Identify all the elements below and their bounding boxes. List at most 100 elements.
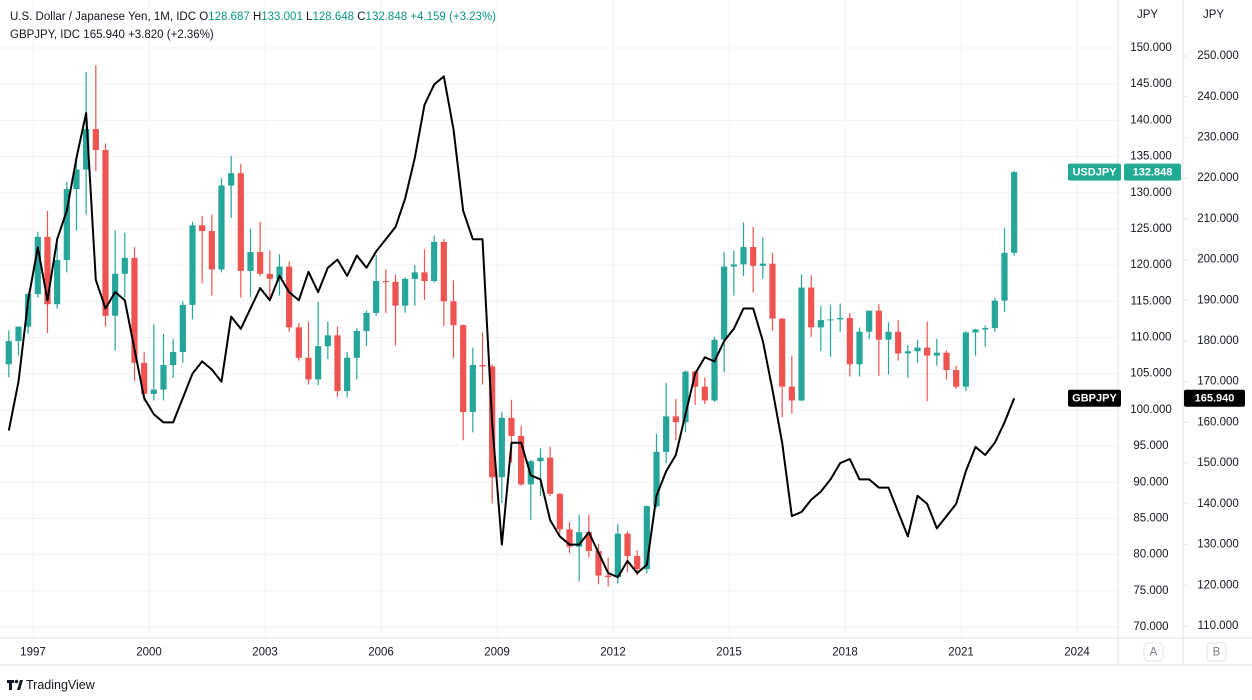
y-tick-label: 105.000 [1130,368,1172,380]
y2-tick-label: 210.000 [1197,213,1239,225]
y2-tick-label: 120.000 [1197,579,1239,591]
candle-body [5,341,12,365]
y-tick-label: 125.000 [1130,223,1172,235]
axis-button[interactable] [1143,642,1164,662]
y-axis-title: JPY [1137,9,1158,21]
candle-body [131,257,138,363]
brand-name[interactable]: TradingView [26,678,96,692]
x-tick-label: 2021 [948,647,974,659]
candle-body [431,241,438,282]
legend-value: 128.648 [312,11,354,23]
candle-body [295,327,302,358]
y-tick-label: 120.000 [1130,259,1172,271]
legend-value: 133.001 [261,11,303,23]
candle-body [469,364,476,413]
legend-value: 165.940 [83,29,125,41]
candle-body [866,310,873,332]
candle-body [63,189,70,261]
candle-body [924,347,931,356]
candle-body [721,266,728,340]
candle-body [15,326,22,342]
price-badges: USDJPY 132.848 GBPJPY 165.940 [1068,163,1245,407]
candle-body [189,225,196,305]
candle-body [779,318,786,387]
candle-body [856,331,863,365]
candle-body [508,417,515,436]
logo-shape [17,680,23,690]
x-tick-label: 2018 [832,647,858,659]
legend-name: U.S. Dollar / Japanese Yen, 1M, IDC [10,11,196,23]
legend-key: C [357,11,365,23]
candle-body [479,364,486,367]
y-tick-label: 100.000 [1130,404,1172,416]
y-tick-label: 130.000 [1130,187,1172,199]
candle-body [112,273,119,316]
y-tick-label: 80.000 [1133,549,1168,561]
y2-tick-label: 170.000 [1197,376,1239,388]
series-badge [1068,163,1121,181]
y2-axis-title: JPY [1203,9,1224,21]
brand-logo[interactable] [7,679,23,690]
y-tick-label: 95.000 [1133,440,1168,452]
price-badge-label: 132.848 [1133,167,1173,179]
candle-body [411,272,418,279]
y2-tick-label: 140.000 [1197,498,1239,510]
logo-shape [9,680,12,690]
y-tick-label: 140.000 [1130,114,1172,126]
candle-body [953,370,960,387]
candle-body [150,389,157,394]
y2-tick-label: 190.000 [1197,294,1239,306]
candle-body [808,287,815,328]
candle-body [25,294,32,327]
candle-body [237,173,244,271]
y2-tick-label: 200.000 [1197,254,1239,266]
y2-tick-label: 150.000 [1197,457,1239,469]
legend-name: GBPJPY, IDC [10,29,80,41]
y-tick-label: 115.000 [1131,295,1172,307]
y2-tick-label: 160.000 [1197,416,1239,428]
candle-body [421,272,428,282]
grid [0,0,1118,638]
candle-body [141,362,148,394]
plot-area [5,65,1018,587]
candle-body [344,357,351,392]
candle-body [334,335,341,392]
candle-body [218,185,225,270]
legend-line: GBPJPY, IDC 165.940 +3.820 (+2.36%) [10,29,214,41]
y2-tick-label: 130.000 [1197,539,1239,551]
y-tick-label: 150.000 [1130,42,1172,54]
legend: U.S. Dollar / Japanese Yen, 1M, IDC O128… [10,11,496,41]
candle-body [1001,252,1008,301]
candle-body [44,236,51,305]
candle-body [450,301,457,326]
y-tick-label: 110.000 [1131,332,1172,344]
series-badge-label: GBPJPY [1072,393,1117,405]
axis-button-label[interactable]: A [1150,647,1158,659]
candle-body [160,364,167,390]
candle-body [440,241,447,302]
candle-body [92,129,99,151]
candle-body [392,281,399,306]
candle-body [170,351,177,365]
axes: 1997 2000 2003 2006 2009 2012 2015 2018 2021 2024… [20,42,1239,659]
x-tick-label: 2009 [484,647,510,659]
candle-body [266,273,273,279]
candle-body [875,310,882,340]
y2-tick-label: 230.000 [1197,131,1239,143]
y-tick-label: 70.000 [1133,621,1168,633]
candle-body [73,169,80,190]
x-tick-label: 2012 [600,647,626,659]
candle-body [382,281,389,283]
legend-line: U.S. Dollar / Japanese Yen, 1M, IDC O128… [10,11,496,23]
candle-body [556,493,563,530]
axis-button-label[interactable]: B [1213,647,1221,659]
axis-button[interactable] [1206,642,1227,662]
logo-shape [14,679,19,684]
candle-body [54,260,61,305]
candle-body [247,252,254,271]
candle-body [324,335,331,347]
candle-body [750,247,757,266]
candle-body [1011,172,1018,253]
candle-body [315,346,322,380]
candle-body [199,225,206,232]
